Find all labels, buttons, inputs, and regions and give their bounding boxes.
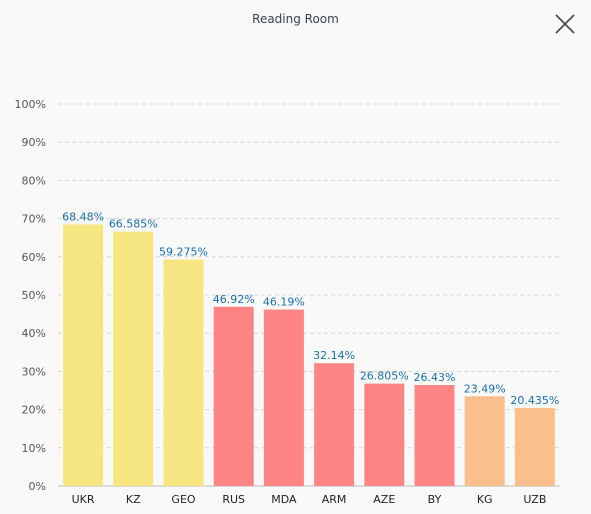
data-label: 26.43% <box>414 371 456 384</box>
bar-uzb <box>514 407 555 486</box>
y-tick-label: 90% <box>22 136 46 149</box>
y-tick-label: 100% <box>15 98 46 111</box>
y-tick-label: 20% <box>22 404 46 417</box>
x-tick-label: RUS <box>222 493 245 506</box>
x-tick-label: UZB <box>523 493 546 506</box>
data-label: 26.805% <box>360 370 409 383</box>
y-tick-label: 40% <box>22 327 46 340</box>
y-tick-label: 50% <box>22 289 46 302</box>
data-label: 46.19% <box>263 296 305 309</box>
bar-rus <box>213 306 254 486</box>
x-tick-label: ARM <box>322 493 347 506</box>
bar-kg <box>464 396 505 486</box>
bar-aze <box>364 383 405 486</box>
y-tick-label: 70% <box>22 213 46 226</box>
chart-title: Reading Room <box>252 12 339 26</box>
data-label: 68.48% <box>62 210 104 223</box>
x-tick-label: BY <box>428 493 442 506</box>
close-button[interactable] <box>553 12 577 36</box>
bar-kz <box>113 231 154 486</box>
y-tick-label: 60% <box>22 251 46 264</box>
y-tick-label: 0% <box>29 480 46 493</box>
x-tick-label: GEO <box>171 493 195 506</box>
bar-geo <box>163 259 204 486</box>
data-label: 32.14% <box>313 349 355 362</box>
bar-ukr <box>63 224 104 486</box>
close-icon <box>555 14 575 34</box>
bar-arm <box>314 363 355 486</box>
data-label: 20.435% <box>510 394 559 407</box>
y-tick-label: 30% <box>22 365 46 378</box>
bar-mda <box>263 309 304 486</box>
x-tick-label: AZE <box>373 493 395 506</box>
data-label: 23.49% <box>464 382 506 395</box>
x-tick-label: KG <box>477 493 493 506</box>
data-label: 46.92% <box>213 293 255 306</box>
data-label: 59.275% <box>159 246 208 259</box>
x-tick-label: MDA <box>271 493 297 506</box>
bar-by <box>414 385 455 486</box>
data-label: 66.585% <box>109 218 158 231</box>
y-tick-label: 80% <box>22 174 46 187</box>
y-tick-label: 10% <box>22 442 46 455</box>
x-tick-label: UKR <box>72 493 95 506</box>
x-tick-label: KZ <box>126 493 141 506</box>
